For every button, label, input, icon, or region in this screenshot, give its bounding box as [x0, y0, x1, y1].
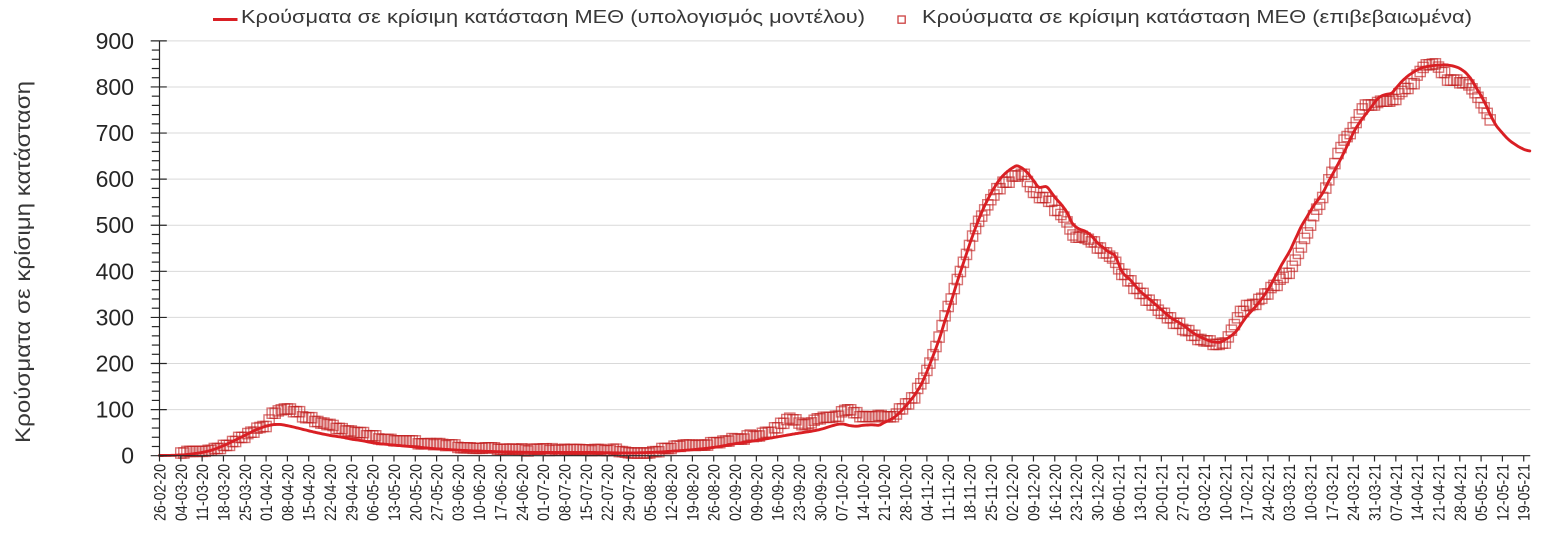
svg-text:16-12-20: 16-12-20: [1046, 464, 1065, 521]
svg-text:18-03-20: 18-03-20: [214, 464, 233, 521]
svg-text:17-03-21: 17-03-21: [1323, 464, 1342, 521]
svg-text:800: 800: [96, 74, 134, 100]
svg-text:16-09-20: 16-09-20: [769, 464, 788, 521]
svg-text:19-08-20: 19-08-20: [683, 464, 702, 521]
svg-text:04-11-20: 04-11-20: [918, 464, 937, 521]
svg-text:31-03-21: 31-03-21: [1366, 464, 1385, 521]
svg-text:07-04-21: 07-04-21: [1387, 464, 1406, 521]
svg-text:08-07-20: 08-07-20: [556, 464, 575, 521]
svg-text:26-08-20: 26-08-20: [705, 464, 724, 521]
svg-text:23-09-20: 23-09-20: [790, 464, 809, 521]
svg-text:Κρούσματα σε κρίσιμη κατάσταση: Κρούσματα σε κρίσιμη κατάσταση ΜΕΘ (επιβ…: [922, 7, 1472, 27]
svg-text:12-08-20: 12-08-20: [662, 464, 681, 521]
svg-text:11-03-20: 11-03-20: [193, 464, 212, 521]
svg-text:29-04-20: 29-04-20: [342, 464, 361, 521]
svg-text:24-03-21: 24-03-21: [1344, 464, 1363, 521]
svg-text:0: 0: [121, 443, 134, 469]
svg-text:29-07-20: 29-07-20: [620, 464, 639, 521]
svg-text:19-05-21: 19-05-21: [1515, 464, 1534, 521]
svg-text:07-10-20: 07-10-20: [833, 464, 852, 521]
svg-text:200: 200: [96, 351, 134, 377]
svg-text:17-02-21: 17-02-21: [1238, 464, 1257, 521]
svg-text:28-04-21: 28-04-21: [1451, 464, 1470, 521]
svg-text:700: 700: [96, 120, 134, 146]
svg-text:13-05-20: 13-05-20: [385, 464, 404, 521]
svg-text:03-06-20: 03-06-20: [449, 464, 468, 521]
svg-text:600: 600: [96, 166, 134, 192]
svg-text:09-09-20: 09-09-20: [747, 464, 766, 521]
svg-text:02-09-20: 02-09-20: [726, 464, 745, 521]
svg-text:Κρούσματα σε κρίσιμη κατάσταση: Κρούσματα σε κρίσιμη κατάσταση: [12, 81, 35, 443]
svg-text:27-05-20: 27-05-20: [428, 464, 447, 521]
svg-text:400: 400: [96, 258, 134, 284]
svg-text:900: 900: [96, 28, 134, 54]
svg-text:25-11-20: 25-11-20: [982, 464, 1001, 521]
svg-text:27-01-21: 27-01-21: [1174, 464, 1193, 521]
svg-text:06-01-21: 06-01-21: [1110, 464, 1129, 521]
svg-text:100: 100: [96, 397, 134, 423]
svg-text:10-02-21: 10-02-21: [1216, 464, 1235, 521]
svg-text:22-07-20: 22-07-20: [598, 464, 617, 521]
svg-text:03-02-21: 03-02-21: [1195, 464, 1214, 521]
svg-text:13-01-21: 13-01-21: [1131, 464, 1150, 521]
svg-text:15-07-20: 15-07-20: [577, 464, 596, 521]
svg-text:15-04-20: 15-04-20: [300, 464, 319, 521]
svg-text:02-12-20: 02-12-20: [1003, 464, 1022, 521]
svg-text:24-06-20: 24-06-20: [513, 464, 532, 521]
svg-text:08-04-20: 08-04-20: [278, 464, 297, 521]
svg-text:20-05-20: 20-05-20: [406, 464, 425, 521]
svg-text:01-07-20: 01-07-20: [534, 464, 553, 521]
svg-text:05-08-20: 05-08-20: [641, 464, 660, 521]
svg-text:21-10-20: 21-10-20: [875, 464, 894, 521]
svg-text:06-05-20: 06-05-20: [364, 464, 383, 521]
svg-text:12-05-21: 12-05-21: [1493, 464, 1512, 521]
svg-text:14-10-20: 14-10-20: [854, 464, 873, 521]
svg-text:14-04-21: 14-04-21: [1408, 464, 1427, 521]
svg-text:25-03-20: 25-03-20: [236, 464, 255, 521]
svg-text:30-09-20: 30-09-20: [811, 464, 830, 521]
svg-text:30-12-20: 30-12-20: [1088, 464, 1107, 521]
svg-text:03-03-21: 03-03-21: [1280, 464, 1299, 521]
svg-text:10-03-21: 10-03-21: [1302, 464, 1321, 521]
svg-text:20-01-21: 20-01-21: [1152, 464, 1171, 521]
svg-text:04-03-20: 04-03-20: [172, 464, 191, 521]
svg-text:18-11-20: 18-11-20: [961, 464, 980, 521]
svg-text:05-05-21: 05-05-21: [1472, 464, 1491, 521]
svg-text:10-06-20: 10-06-20: [470, 464, 489, 521]
svg-text:22-04-20: 22-04-20: [321, 464, 340, 521]
svg-text:24-02-21: 24-02-21: [1259, 464, 1278, 521]
svg-text:500: 500: [96, 212, 134, 238]
svg-text:26-02-20: 26-02-20: [151, 464, 170, 521]
svg-text:21-04-21: 21-04-21: [1430, 464, 1449, 521]
svg-text:11-11-20: 11-11-20: [939, 464, 958, 521]
svg-text:Κρούσματα σε κρίσιμη κατάσταση: Κρούσματα σε κρίσιμη κατάσταση ΜΕΘ (υπολ…: [241, 7, 865, 27]
svg-text:09-12-20: 09-12-20: [1025, 464, 1044, 521]
svg-text:01-04-20: 01-04-20: [257, 464, 276, 521]
svg-text:17-06-20: 17-06-20: [492, 464, 511, 521]
svg-text:300: 300: [96, 304, 134, 330]
svg-text:23-12-20: 23-12-20: [1067, 464, 1086, 521]
svg-text:28-10-20: 28-10-20: [897, 464, 916, 521]
